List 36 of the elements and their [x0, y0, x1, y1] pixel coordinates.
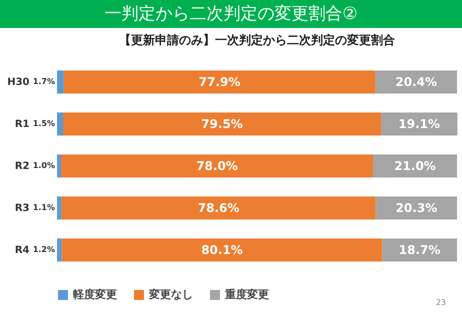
data-label: 19.1%	[398, 117, 440, 131]
bar	[61, 154, 373, 178]
data-label: 20.4%	[395, 75, 438, 89]
y-tick-label: H30	[7, 77, 30, 88]
data-label: 18.7%	[398, 243, 440, 257]
data-label: 80.1%	[201, 243, 243, 257]
data-label: 21.0%	[394, 159, 436, 173]
y-tick-label: R4	[14, 245, 30, 256]
legend-label: 変更なし	[148, 288, 193, 301]
bar	[64, 70, 376, 94]
text: 23	[436, 298, 446, 307]
y-tick-label: R2	[14, 161, 30, 172]
bar	[63, 112, 381, 136]
bar	[61, 196, 376, 220]
bar	[57, 238, 62, 262]
data-label: 79.5%	[201, 117, 243, 131]
y-tick-label: R1	[14, 119, 30, 130]
bar	[57, 154, 61, 178]
legend-label: 重度変更	[224, 288, 269, 301]
bar	[62, 238, 382, 262]
chart-title: 一判定から二次判定の変更割合②	[0, 0, 462, 28]
chart-subtitle: 【更新申請のみ】一次判定から二次判定の変更割合	[119, 33, 396, 47]
data-label: 1.1%	[32, 203, 55, 212]
data-label: 78.0%	[196, 159, 238, 173]
bar	[57, 196, 62, 220]
data-label: 1.5%	[32, 119, 55, 128]
data-label: 77.9%	[198, 75, 240, 89]
data-label: 1.2%	[32, 245, 55, 254]
bar	[57, 112, 63, 136]
data-label: 1.7%	[32, 77, 55, 86]
y-tick-label: R3	[14, 203, 30, 214]
data-label: 1.0%	[32, 161, 55, 170]
bar	[57, 70, 64, 94]
legend-label: 軽度変更	[72, 288, 117, 301]
data-label: 20.3%	[396, 201, 438, 215]
data-label: 78.6%	[198, 201, 240, 215]
